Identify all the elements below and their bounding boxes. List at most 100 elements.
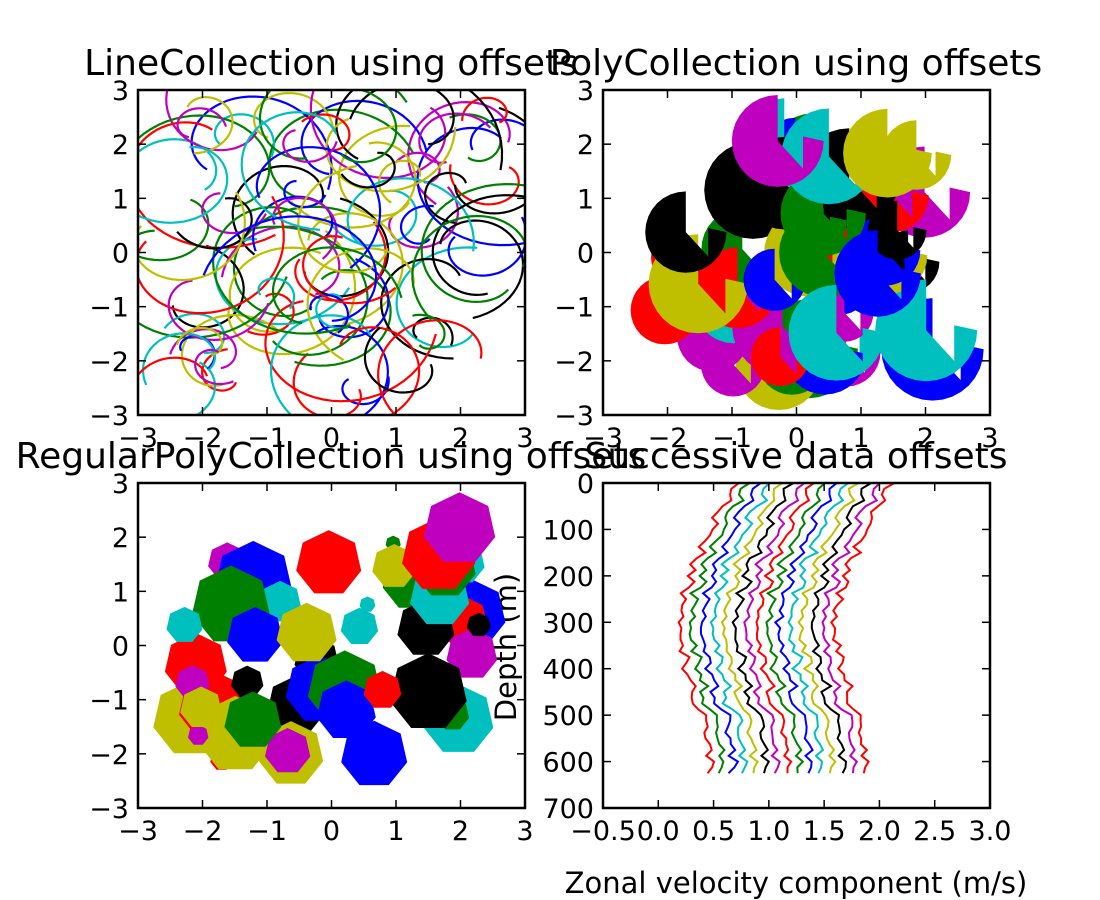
curve-line bbox=[412, 313, 446, 350]
velocity-profile-line bbox=[810, 483, 872, 774]
y-tick-labels: −3 −2 −1 0 1 2 3 bbox=[89, 76, 129, 432]
curve-line bbox=[138, 195, 285, 315]
velocity-profile-line bbox=[720, 483, 784, 774]
x-tick-label: 2 bbox=[452, 423, 469, 454]
line-collection-plot-area bbox=[138, 90, 525, 415]
y-tick-labels: −3 −2 −1 0 1 2 3 bbox=[89, 469, 129, 825]
curve-line bbox=[461, 96, 508, 124]
poly-shape bbox=[867, 200, 927, 260]
curve-line bbox=[377, 159, 422, 204]
poly-shape bbox=[779, 208, 869, 298]
curve-line bbox=[335, 90, 504, 171]
curve-line bbox=[176, 107, 228, 139]
curve-line bbox=[282, 129, 338, 163]
curve-line bbox=[190, 95, 333, 190]
heptagon-marker bbox=[227, 607, 284, 662]
y-tick-label: −3 bbox=[89, 794, 129, 825]
curve-line bbox=[418, 112, 492, 164]
curve-line bbox=[264, 300, 437, 403]
x-tick-label: 2 bbox=[917, 423, 934, 454]
curve-line bbox=[292, 352, 363, 415]
velocity-profile-line bbox=[765, 483, 826, 774]
x-tick-label: 2.5 bbox=[913, 816, 956, 847]
poly-shape bbox=[843, 108, 932, 198]
x-tick-label: 0.0 bbox=[637, 816, 680, 847]
x-axis-label: Zonal velocity component (m/s) bbox=[565, 866, 1028, 900]
regular-poly-plot-area bbox=[153, 492, 506, 786]
y-tick-label: −1 bbox=[89, 686, 129, 717]
x-tick-label: 0 bbox=[323, 816, 340, 847]
poly-shape bbox=[781, 108, 877, 205]
x-tick-label: −1 bbox=[712, 423, 752, 454]
y-tick-label: 3 bbox=[112, 469, 129, 500]
y-tick-label: −2 bbox=[89, 740, 129, 771]
curve-line bbox=[339, 326, 421, 415]
velocity-profile-line bbox=[787, 483, 849, 774]
chart-title: Successive data offsets bbox=[585, 436, 1008, 477]
heptagon-marker bbox=[166, 606, 203, 642]
heptagon-marker bbox=[276, 602, 337, 662]
curve-line bbox=[337, 124, 411, 217]
y-tick-label: 0 bbox=[577, 469, 594, 500]
heptagon-marker bbox=[359, 596, 376, 612]
curve-line bbox=[240, 111, 338, 231]
y-tick-label: 3 bbox=[577, 76, 594, 107]
heptagon-marker bbox=[231, 665, 264, 698]
curve-line bbox=[138, 229, 288, 339]
y-tick-label: 1 bbox=[112, 184, 129, 215]
curve-line bbox=[315, 293, 349, 330]
x-tick-label: 2 bbox=[452, 816, 469, 847]
y-tick-label: 400 bbox=[542, 655, 594, 686]
velocity-profile-line bbox=[699, 483, 762, 774]
curve-line bbox=[167, 279, 270, 342]
y-tick-label: 0 bbox=[112, 239, 129, 270]
x-tick-label: 0.5 bbox=[692, 816, 735, 847]
x-tick-label: −2 bbox=[183, 816, 223, 847]
curve-line bbox=[309, 90, 447, 180]
poly-shape bbox=[743, 248, 806, 311]
curve-line bbox=[329, 189, 418, 247]
heptagon-marker bbox=[466, 612, 491, 637]
y-tick-label: −1 bbox=[89, 293, 129, 324]
curve-line bbox=[412, 316, 454, 346]
curve-line bbox=[340, 151, 396, 189]
velocity-profile-line bbox=[755, 483, 815, 774]
curve-line bbox=[169, 328, 238, 370]
curve-line bbox=[301, 113, 351, 152]
heptagon-marker bbox=[341, 720, 408, 786]
y-tick-label: −1 bbox=[554, 293, 594, 324]
heptagon-marker bbox=[265, 728, 311, 773]
heptagon-marker bbox=[180, 686, 222, 727]
curve-line bbox=[201, 192, 267, 235]
y-tick-labels: −3 −2 −1 0 1 2 3 bbox=[554, 76, 594, 432]
curve-line bbox=[138, 146, 229, 224]
offsets-plot-area bbox=[677, 483, 895, 774]
y-tick-label: −2 bbox=[554, 347, 594, 378]
curve-line bbox=[213, 113, 275, 158]
poly-collection-plot-area bbox=[630, 95, 984, 410]
curve-line bbox=[171, 244, 245, 329]
chart-title: RegularPolyCollection using offsets bbox=[16, 436, 647, 477]
curve-line bbox=[448, 164, 520, 206]
y-tick-label: 200 bbox=[542, 562, 594, 593]
chart-title: PolyCollection using offsets bbox=[550, 43, 1043, 84]
curve-line bbox=[411, 214, 525, 321]
axes-frames bbox=[136, 88, 992, 810]
y-tick-label: 2 bbox=[112, 130, 129, 161]
curve-line bbox=[211, 206, 351, 335]
x-tick-labels: −3 −2 −1 0 1 2 3 bbox=[118, 423, 534, 454]
x-tick-label: −2 bbox=[648, 423, 688, 454]
x-tick-label: 1 bbox=[852, 423, 869, 454]
panel-line-collection: LineCollection using offsets −3 −2 −1 0 1 2 3 … bbox=[84, 43, 578, 454]
x-tick-label: 1 bbox=[387, 816, 404, 847]
curve-line bbox=[142, 332, 217, 386]
curve-line bbox=[194, 348, 234, 386]
x-tick-label: −3 bbox=[118, 423, 158, 454]
y-tick-labels: 0 100 200 300 400 500 600 700 bbox=[542, 469, 594, 825]
x-tick-label: −3 bbox=[118, 816, 158, 847]
poly-shape bbox=[645, 191, 727, 273]
y-tick-label: 1 bbox=[112, 577, 129, 608]
velocity-profile-line bbox=[677, 483, 740, 774]
curve-line bbox=[227, 229, 357, 356]
velocity-profile-line bbox=[773, 483, 838, 774]
